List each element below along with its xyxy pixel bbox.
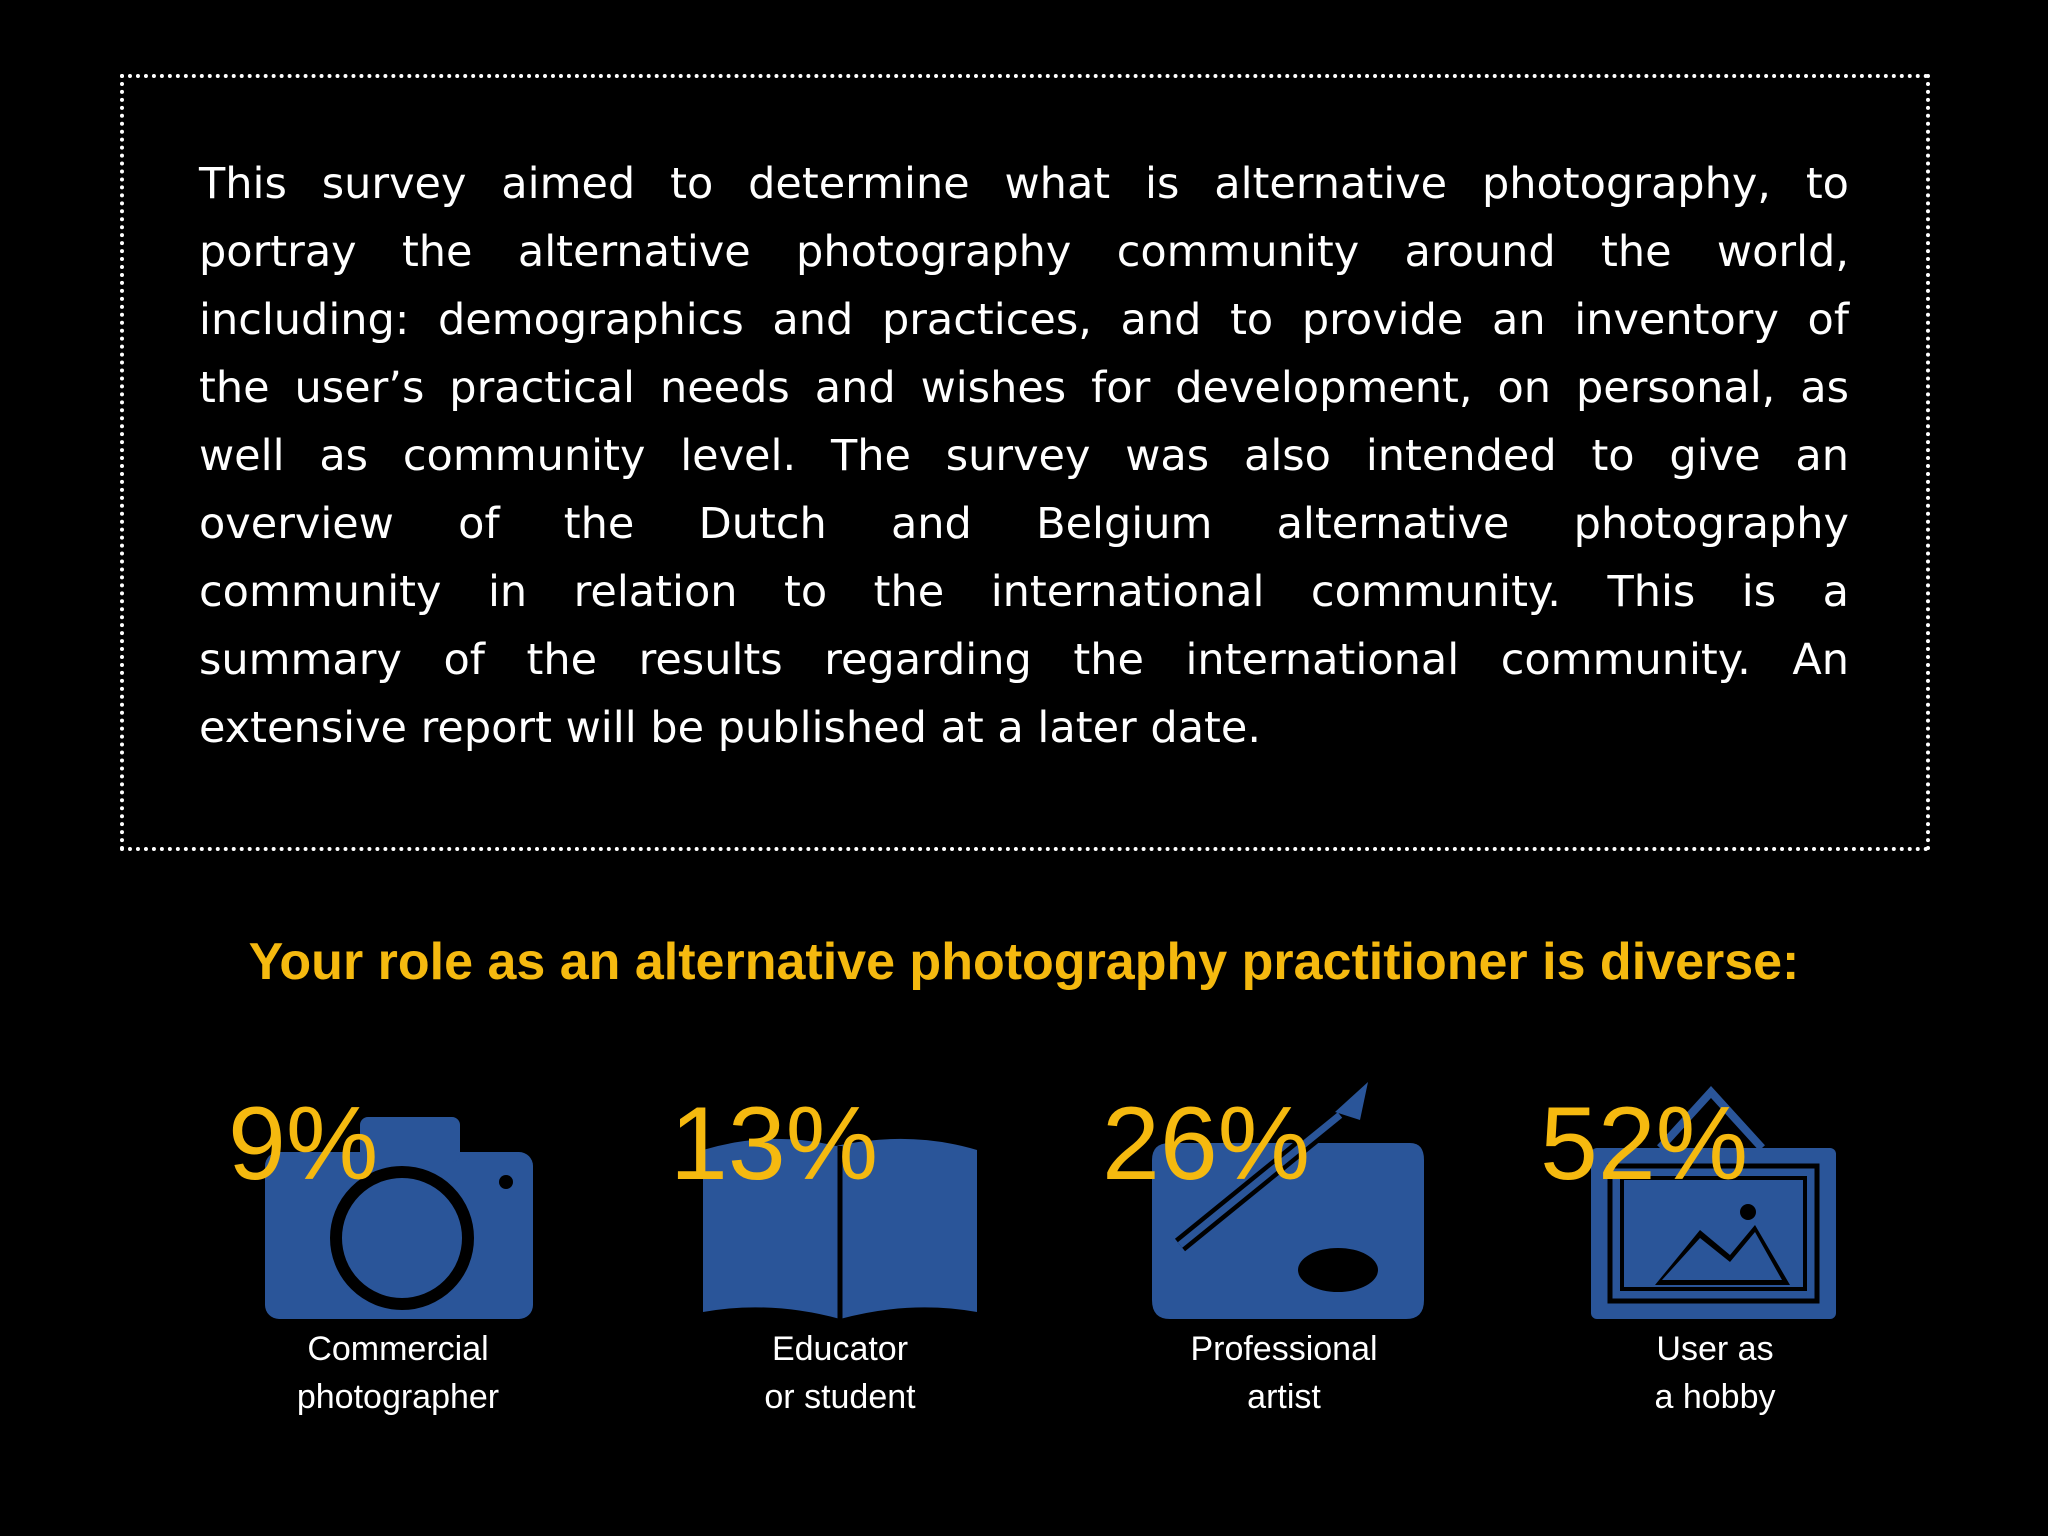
book-icon bbox=[703, 1138, 977, 1319]
intro-text: This survey aimed to determine what is a… bbox=[199, 150, 1849, 762]
role-label-line: a hobby bbox=[1654, 1378, 1776, 1416]
camera-icon bbox=[265, 1117, 533, 1319]
intro-line: including: demographics and practices, a… bbox=[199, 295, 1849, 345]
role-label: Professional artist bbox=[1084, 1325, 1484, 1421]
role-label: Educator or student bbox=[640, 1325, 1040, 1421]
role-label-line: Educator bbox=[771, 1330, 909, 1368]
intro-line: the user’s practical needs and wishes fo… bbox=[199, 363, 1849, 413]
intro-line: well as community level. The survey was … bbox=[199, 431, 1849, 481]
intro-line: summary of the results regarding the int… bbox=[199, 635, 1849, 685]
intro-line: This survey aimed to determine what is a… bbox=[199, 159, 1849, 209]
intro-line: portray the alternative photography comm… bbox=[199, 227, 1849, 277]
role-label-line: artist bbox=[1247, 1378, 1321, 1416]
role-label: User as a hobby bbox=[1515, 1325, 1915, 1421]
percent: 26% bbox=[1102, 1086, 1311, 1202]
percent: 13% bbox=[670, 1086, 879, 1202]
intro-line: overview of the Dutch and Belgium altern… bbox=[199, 499, 1849, 549]
role-label-line: or student bbox=[764, 1378, 916, 1416]
role-label-line: photographer bbox=[296, 1378, 500, 1416]
frame-icon bbox=[1591, 1086, 1836, 1319]
palette-icon bbox=[1152, 1082, 1424, 1319]
role-label: Commercial photographer bbox=[198, 1325, 598, 1421]
role-label-line: User as bbox=[1656, 1330, 1774, 1368]
intro-line: extensive report will be published at a … bbox=[199, 703, 1262, 753]
role-label-line: Professional bbox=[1190, 1330, 1378, 1368]
role-label-line: Commercial bbox=[307, 1330, 489, 1368]
percent: 52% bbox=[1540, 1086, 1749, 1202]
heading: Your role as an alternative photography … bbox=[248, 933, 1800, 991]
dotted-frame bbox=[120, 74, 1930, 851]
intro-line: community in relation to the internation… bbox=[199, 567, 1849, 617]
percent: 9% bbox=[228, 1086, 379, 1202]
